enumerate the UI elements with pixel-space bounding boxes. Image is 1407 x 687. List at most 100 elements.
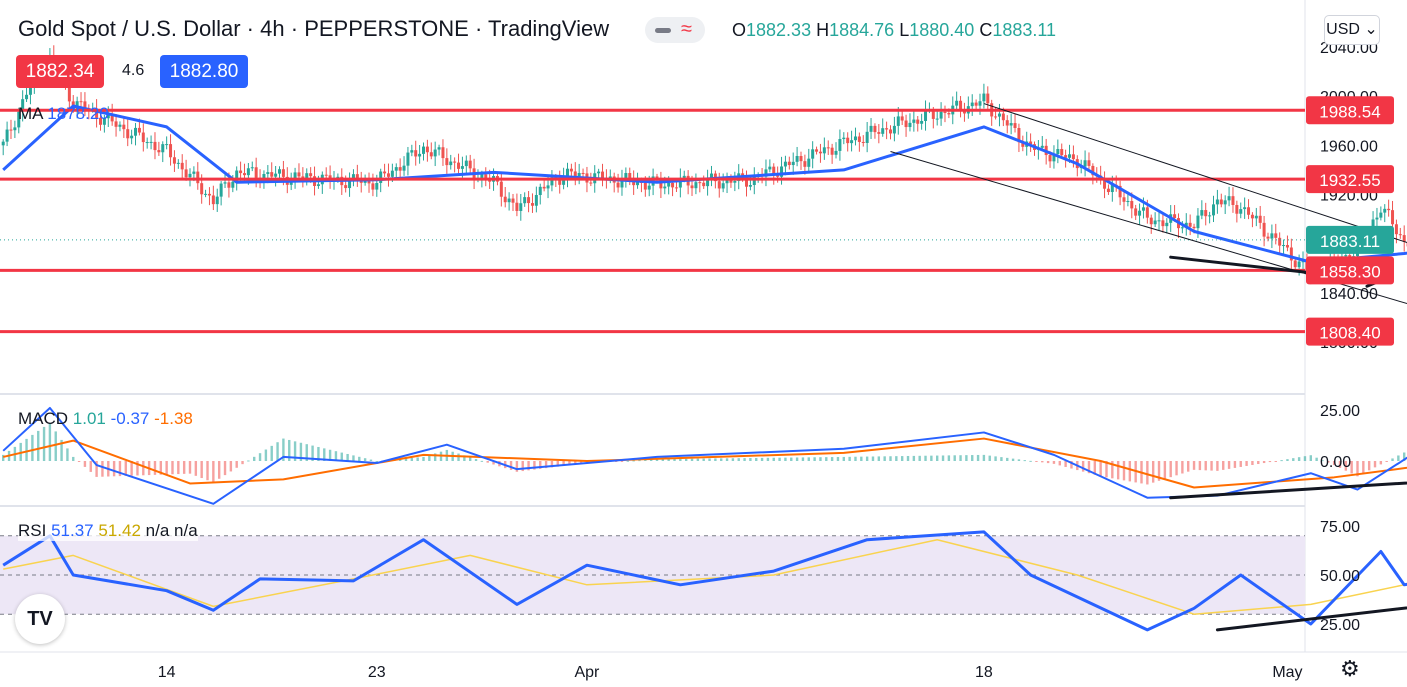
macd-hist-bar [165,461,168,475]
currency-dropdown[interactable]: USD ⌄ [1324,15,1380,45]
candle-body [453,161,457,163]
macd-hist-bar [883,456,886,461]
candle-body [355,174,359,181]
rsi-na-1: n/a [145,521,170,540]
candle-body [542,186,546,189]
macd-hist-bar [702,458,705,461]
candle-body [550,177,554,186]
candle-body [601,171,605,180]
macd-hist-bar [632,460,635,462]
candle-body [503,196,507,203]
candle-body [445,158,449,166]
macd-hist-bar [790,457,793,461]
macd-hist-bar [918,455,921,461]
candle-body [1250,214,1254,219]
candle-body [811,149,815,159]
macd-hist-bar [667,459,670,461]
candle-body [239,170,243,174]
interval-label[interactable]: 4h [260,16,285,41]
macd-hist-bar [159,461,163,475]
symbol-title[interactable]: Gold Spot / U.S. Dollar · 4h · PEPPERSTO… [18,16,609,42]
macd-hist-bar [422,456,425,461]
currency-label: USD [1326,21,1360,38]
candle-body [379,171,383,183]
sell-button[interactable]: 1882.34 [16,55,104,88]
candle-body [581,172,585,174]
level-price-tag-bg [1306,96,1394,125]
macd-tick-label: 0.00 [1320,454,1351,471]
candle-body [1173,214,1177,219]
candle-body [1118,185,1122,198]
candle-body [1110,184,1114,193]
candle-body [118,124,122,127]
candle-body [386,173,390,177]
macd-hist-bar [574,461,577,465]
candle-body [1052,154,1056,162]
candle-body [834,150,838,155]
candle-body [246,168,250,176]
candle-body [219,183,223,197]
macd-hist-bar [819,457,822,461]
candle-body [1013,123,1017,129]
macd-hist-bar [982,454,986,461]
macd-hist-bar [101,461,104,477]
candle-body [939,111,943,119]
macd-hist-bar [953,455,956,461]
candle-body [1056,149,1060,155]
candle-body [1243,207,1247,210]
candle-body [309,173,313,177]
candle-body [776,175,780,177]
candle-body [1204,210,1208,217]
candle-body [114,121,118,127]
macd-hist-bar [486,461,489,463]
candle-body [254,167,258,178]
ma-legend[interactable]: MA 1878.20 [18,104,109,124]
macd-hist-bar [469,457,472,461]
rsi-legend[interactable]: RSI 51.37 51.42 n/a n/a [18,521,198,541]
macd-hist-bar [772,457,775,461]
candle-body [1068,154,1072,158]
candle-body [67,84,71,102]
candle-body [149,141,153,143]
macd-hist-bar [77,461,81,462]
macd-line-value: -0.37 [110,409,150,428]
candle-body [95,108,99,118]
hide-icon[interactable] [655,28,671,33]
buy-button[interactable]: 1882.80 [160,55,248,88]
candle-body [663,186,667,189]
macd-hist-bar [749,458,752,461]
high-value: 1884.76 [829,20,895,40]
wave-icon[interactable]: ≈ [681,18,692,40]
candle-body [406,152,410,166]
candle-body [1071,154,1075,160]
macd-hist-bar [95,461,98,477]
candle-body [853,136,857,141]
candle-body [624,173,628,180]
candle-body [994,116,998,118]
candle-body [519,203,523,211]
candle-body [172,157,176,164]
macd-hist-bar [264,449,268,461]
macd-hist-bar [854,456,857,461]
candle-body [822,147,826,154]
rsi-tick-label: 50.00 [1320,568,1360,585]
macd-hist-bar [229,461,233,472]
macd-hist-bar [1046,461,1050,464]
symbol-name[interactable]: Gold Spot / U.S. Dollar [18,16,241,41]
gear-icon[interactable]: ⚙ [1340,656,1360,681]
macd-hist-bar [1315,457,1318,461]
candle-body [908,122,912,128]
candle-body [429,152,433,157]
macd-hist-bar [626,460,630,462]
series-toggle[interactable]: ≈ [645,17,705,43]
candle-body [1040,145,1044,148]
macd-hist-bar [457,453,460,461]
candle-body [507,198,511,203]
tv-logo-icon[interactable]: TV [15,594,65,644]
macd-legend[interactable]: MACD 1.01 -0.37 -1.38 [18,409,193,429]
candle-body [266,172,270,175]
macd-hist-bar [795,457,799,461]
macd-hist-bar [550,461,554,468]
time-tick-label: Apr [574,664,600,681]
